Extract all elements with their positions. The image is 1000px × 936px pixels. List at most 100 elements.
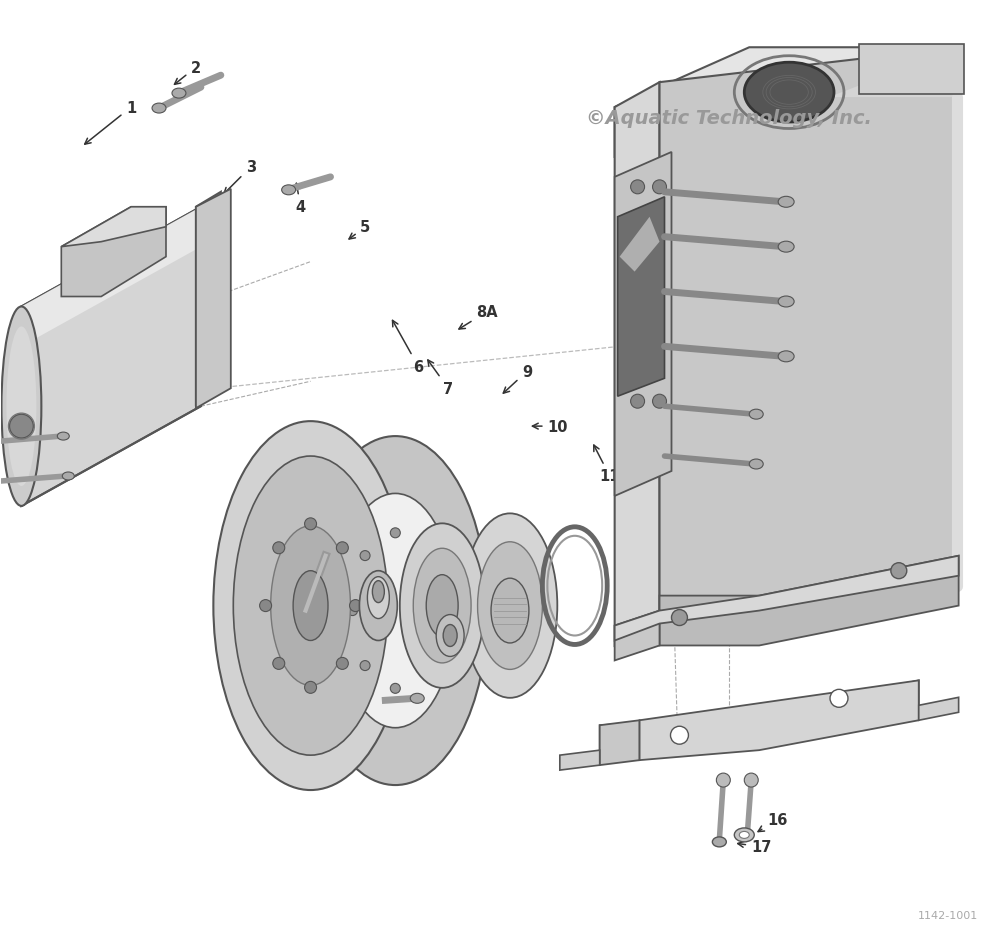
Polygon shape: [560, 751, 600, 770]
Text: 4: 4: [295, 184, 306, 215]
Ellipse shape: [400, 524, 485, 688]
Ellipse shape: [436, 615, 464, 657]
Circle shape: [305, 681, 317, 694]
Polygon shape: [21, 208, 201, 506]
Circle shape: [671, 610, 687, 626]
Text: 9: 9: [503, 364, 532, 394]
Ellipse shape: [413, 548, 471, 664]
Polygon shape: [618, 197, 665, 397]
Text: 16: 16: [758, 812, 787, 832]
Polygon shape: [600, 721, 640, 766]
Ellipse shape: [293, 571, 328, 641]
Ellipse shape: [6, 327, 36, 487]
Ellipse shape: [213, 422, 408, 790]
Ellipse shape: [271, 526, 350, 685]
Text: 17: 17: [738, 840, 771, 855]
Ellipse shape: [62, 473, 74, 480]
Circle shape: [305, 519, 317, 531]
Text: 2: 2: [174, 61, 201, 85]
Circle shape: [744, 773, 758, 787]
Polygon shape: [21, 208, 201, 347]
Text: 15: 15: [843, 708, 889, 723]
Circle shape: [273, 542, 285, 554]
Polygon shape: [859, 45, 964, 95]
Text: 13: 13: [729, 571, 849, 613]
Ellipse shape: [744, 63, 834, 123]
Ellipse shape: [359, 571, 397, 641]
Circle shape: [360, 661, 370, 671]
Circle shape: [348, 606, 358, 616]
Ellipse shape: [335, 494, 455, 728]
Polygon shape: [620, 217, 660, 272]
Ellipse shape: [478, 542, 542, 669]
Ellipse shape: [712, 837, 726, 847]
Ellipse shape: [57, 432, 69, 441]
Circle shape: [433, 606, 443, 616]
Text: 13: 13: [794, 325, 944, 344]
Ellipse shape: [463, 514, 557, 698]
Ellipse shape: [1, 307, 41, 506]
Circle shape: [631, 181, 645, 195]
Ellipse shape: [367, 578, 389, 619]
Ellipse shape: [491, 578, 529, 643]
Circle shape: [273, 658, 285, 669]
Ellipse shape: [426, 575, 458, 636]
Text: 5: 5: [349, 220, 371, 240]
Circle shape: [390, 528, 400, 538]
Circle shape: [653, 181, 667, 195]
Ellipse shape: [778, 197, 794, 208]
Circle shape: [891, 563, 907, 579]
Circle shape: [653, 395, 667, 409]
Ellipse shape: [410, 694, 424, 704]
Circle shape: [336, 542, 348, 554]
Text: 8A: 8A: [459, 304, 498, 329]
Circle shape: [336, 658, 348, 669]
Polygon shape: [615, 83, 660, 646]
Text: 11: 11: [594, 446, 620, 484]
Ellipse shape: [446, 556, 474, 606]
Text: 14: 14: [764, 515, 964, 544]
Ellipse shape: [734, 828, 754, 842]
Circle shape: [360, 551, 370, 561]
Polygon shape: [615, 556, 959, 641]
Circle shape: [350, 600, 362, 612]
Ellipse shape: [443, 625, 457, 647]
Polygon shape: [919, 697, 959, 721]
Circle shape: [631, 395, 645, 409]
Text: ©Aquatic Technology, Inc.: ©Aquatic Technology, Inc.: [586, 109, 872, 127]
Text: 7: 7: [428, 360, 453, 396]
Polygon shape: [640, 680, 919, 760]
Text: 10: 10: [532, 419, 568, 434]
Ellipse shape: [303, 436, 488, 785]
Polygon shape: [660, 48, 959, 641]
Polygon shape: [61, 208, 166, 298]
Ellipse shape: [282, 185, 296, 196]
Circle shape: [421, 551, 431, 561]
Text: 6: 6: [393, 321, 423, 374]
Polygon shape: [196, 193, 221, 407]
Circle shape: [670, 726, 688, 744]
Ellipse shape: [778, 241, 794, 253]
Polygon shape: [660, 556, 959, 646]
Ellipse shape: [372, 581, 384, 603]
Ellipse shape: [778, 352, 794, 362]
Polygon shape: [600, 680, 919, 751]
Ellipse shape: [172, 89, 186, 99]
Circle shape: [421, 661, 431, 671]
Ellipse shape: [749, 460, 763, 470]
Polygon shape: [615, 48, 959, 158]
Text: 8B: 8B: [372, 704, 399, 723]
Text: 12: 12: [898, 428, 949, 454]
Text: 1: 1: [85, 100, 136, 145]
Polygon shape: [615, 153, 671, 496]
Circle shape: [716, 773, 730, 787]
Circle shape: [830, 690, 848, 708]
Polygon shape: [615, 611, 660, 661]
Text: 1142-1001: 1142-1001: [918, 910, 979, 920]
Polygon shape: [196, 190, 231, 409]
Ellipse shape: [749, 410, 763, 419]
Ellipse shape: [152, 104, 166, 114]
Circle shape: [9, 415, 33, 439]
Text: 3: 3: [224, 160, 256, 195]
Circle shape: [390, 683, 400, 694]
